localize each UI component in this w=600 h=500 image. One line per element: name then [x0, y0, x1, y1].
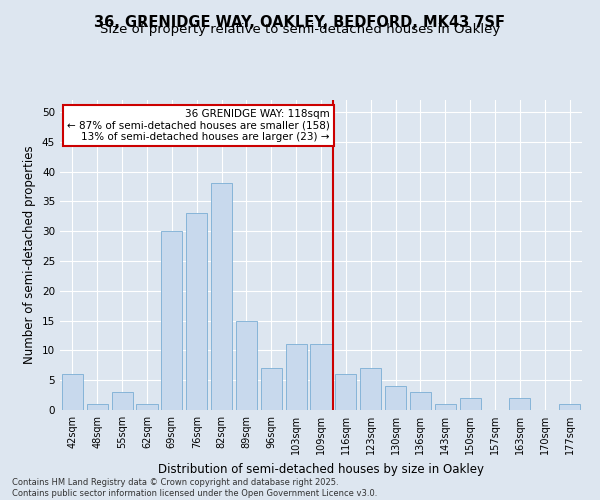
Bar [509, 398, 530, 410]
Y-axis label: Number of semi-detached properties: Number of semi-detached properties [23, 146, 37, 364]
X-axis label: Distribution of semi-detached houses by size in Oakley: Distribution of semi-detached houses by … [158, 462, 484, 475]
Text: Size of property relative to semi-detached houses in Oakley: Size of property relative to semi-detach… [100, 22, 500, 36]
Bar [385, 386, 406, 410]
Bar [310, 344, 332, 410]
Bar [161, 231, 182, 410]
Bar [261, 368, 282, 410]
Bar [62, 374, 83, 410]
Bar [360, 368, 381, 410]
Bar [136, 404, 158, 410]
Bar [186, 214, 207, 410]
Bar [435, 404, 456, 410]
Text: Contains HM Land Registry data © Crown copyright and database right 2025.
Contai: Contains HM Land Registry data © Crown c… [12, 478, 377, 498]
Bar [559, 404, 580, 410]
Bar [460, 398, 481, 410]
Text: 36 GRENIDGE WAY: 118sqm
← 87% of semi-detached houses are smaller (158)
13% of s: 36 GRENIDGE WAY: 118sqm ← 87% of semi-de… [67, 109, 330, 142]
Bar [286, 344, 307, 410]
Bar [112, 392, 133, 410]
Bar [335, 374, 356, 410]
Bar [410, 392, 431, 410]
Bar [87, 404, 108, 410]
Text: 36, GRENIDGE WAY, OAKLEY, BEDFORD, MK43 7SF: 36, GRENIDGE WAY, OAKLEY, BEDFORD, MK43 … [95, 15, 505, 30]
Bar [211, 184, 232, 410]
Bar [236, 320, 257, 410]
